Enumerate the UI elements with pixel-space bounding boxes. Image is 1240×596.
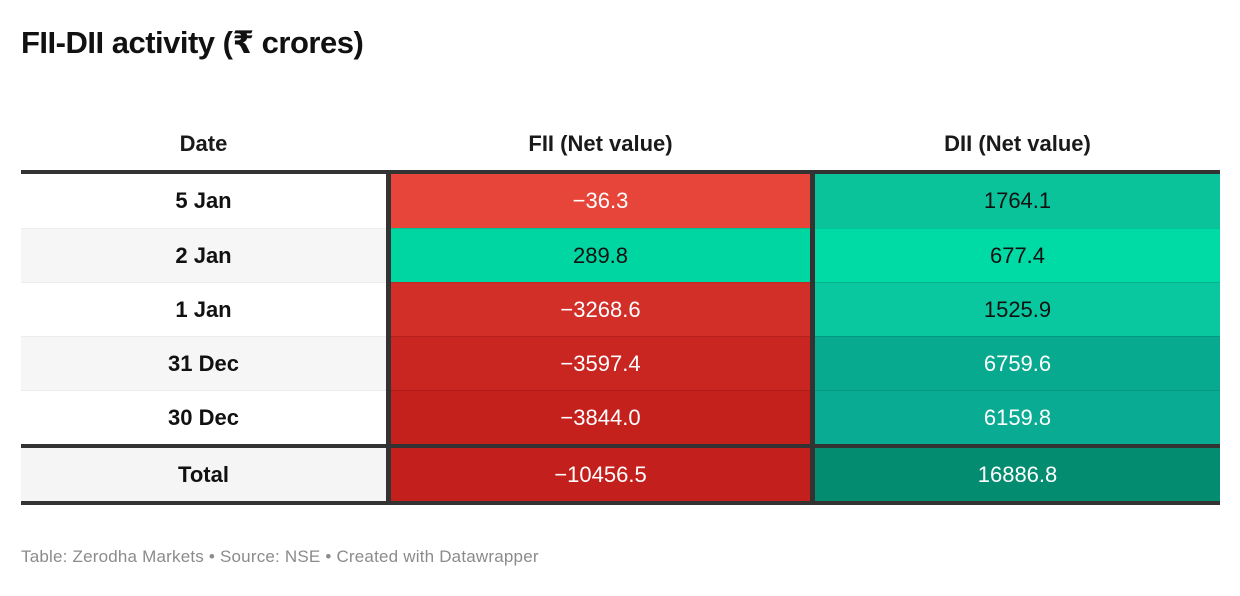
dii-value-cell: 16886.8 bbox=[815, 448, 1220, 501]
column-header-dii: DII (Net value) bbox=[944, 130, 1091, 156]
column-divider bbox=[810, 282, 815, 336]
column-divider bbox=[810, 390, 815, 444]
column-divider bbox=[810, 336, 815, 390]
column-divider bbox=[386, 448, 391, 501]
dii-value-cell: 677.4 bbox=[815, 228, 1220, 282]
fii-value-cell: −36.3 bbox=[391, 174, 810, 228]
date-cell: 5 Jan bbox=[21, 174, 386, 228]
table-header-row: Date FII (Net value) DII (Net value) bbox=[21, 117, 1220, 174]
table-row: 30 Dec −3844.0 6159.8 bbox=[21, 390, 1220, 444]
date-cell: 31 Dec bbox=[21, 336, 386, 390]
column-divider bbox=[386, 336, 391, 390]
fii-value-cell: −3844.0 bbox=[391, 390, 810, 444]
date-cell: 1 Jan bbox=[21, 282, 386, 336]
table-row: 1 Jan −3268.6 1525.9 bbox=[21, 282, 1220, 336]
column-divider bbox=[386, 174, 391, 228]
fii-value-cell: −3268.6 bbox=[391, 282, 810, 336]
column-divider bbox=[810, 174, 815, 228]
column-divider bbox=[386, 282, 391, 336]
column-divider bbox=[386, 390, 391, 444]
table-row: 5 Jan −36.3 1764.1 bbox=[21, 174, 1220, 228]
fii-value-cell: −3597.4 bbox=[391, 336, 810, 390]
dii-value-cell: 1764.1 bbox=[815, 174, 1220, 228]
date-cell: 2 Jan bbox=[21, 228, 386, 282]
column-header-date: Date bbox=[179, 130, 228, 156]
table-row: 2 Jan 289.8 677.4 bbox=[21, 228, 1220, 282]
dii-value-cell: 6759.6 bbox=[815, 336, 1220, 390]
date-cell: 30 Dec bbox=[21, 390, 386, 444]
column-divider bbox=[810, 228, 815, 282]
dii-value-cell: 1525.9 bbox=[815, 282, 1220, 336]
dii-value-cell: 6159.8 bbox=[815, 390, 1220, 444]
table-row: Total −10456.5 16886.8 bbox=[21, 444, 1220, 505]
table-body: 5 Jan −36.3 1764.1 2 Jan 289.8 677.4 1 J… bbox=[21, 174, 1220, 505]
fii-value-cell: −10456.5 bbox=[391, 448, 810, 501]
column-divider bbox=[810, 448, 815, 501]
table-row: 31 Dec −3597.4 6759.6 bbox=[21, 336, 1220, 390]
page-title: FII-DII activity (₹ crores) bbox=[21, 25, 364, 60]
fii-value-cell: 289.8 bbox=[391, 228, 810, 282]
column-header-fii: FII (Net value) bbox=[528, 130, 673, 156]
column-divider bbox=[386, 228, 391, 282]
fii-dii-table: Date FII (Net value) DII (Net value) 5 J… bbox=[21, 117, 1220, 505]
page: FII-DII activity (₹ crores) Date FII (Ne… bbox=[21, 25, 1220, 566]
attribution-footer: Table: Zerodha Markets • Source: NSE • C… bbox=[21, 547, 539, 566]
date-cell: Total bbox=[21, 448, 386, 501]
